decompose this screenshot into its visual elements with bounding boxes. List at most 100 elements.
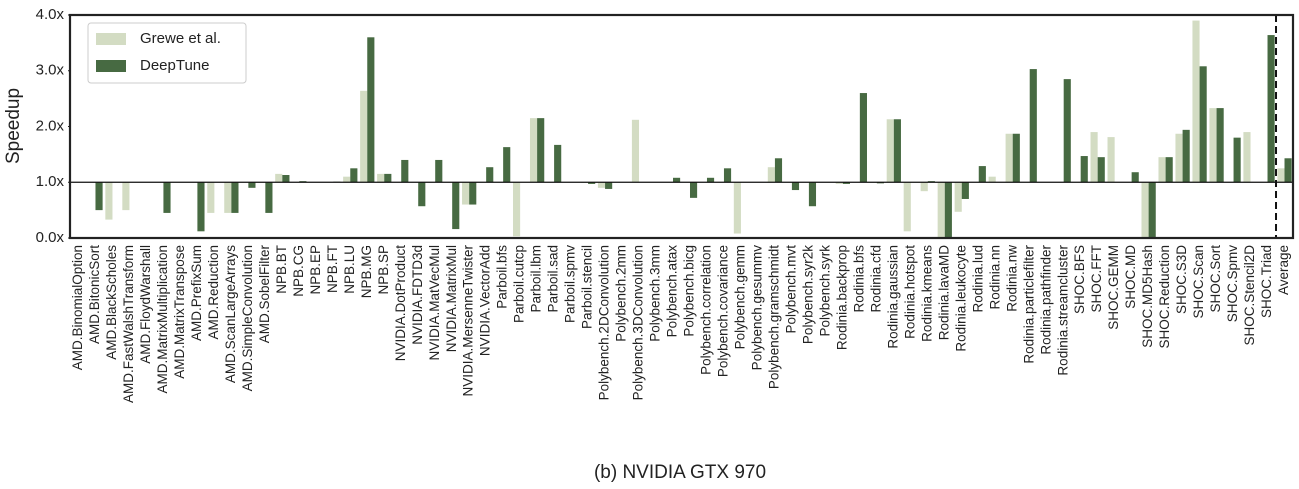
x-tick-label: Polybench.mvt [783, 245, 798, 334]
x-tick-label: SHOC.Sort [1208, 245, 1223, 313]
bar [1131, 172, 1139, 183]
x-tick-label: NVIDIA.MersenneTwister [461, 244, 476, 396]
bar [1107, 137, 1115, 183]
x-tick-label: AMD.BinomialOption [70, 245, 85, 370]
bar [1209, 108, 1217, 183]
bar [1192, 20, 1200, 183]
bar [529, 118, 538, 183]
x-tick-label: SHOC.MD5Hash [1140, 245, 1155, 348]
x-tick-label: AMD.Reduction [206, 245, 221, 340]
y-tick-label: 4.0x [36, 6, 65, 23]
x-tick-label: SHOC.GEMM [1106, 245, 1121, 330]
plot-frame [68, 13, 1295, 240]
legend-box [87, 22, 247, 84]
bar [978, 166, 986, 183]
bar [401, 159, 409, 183]
bar [1199, 66, 1207, 183]
x-tick-label: NPB.LU [342, 245, 357, 294]
bar [1090, 132, 1098, 183]
bar [903, 182, 911, 232]
x-tick-label: Polybench.2DConvolution [597, 245, 612, 400]
bar [486, 167, 494, 183]
bar [1284, 158, 1292, 183]
bar [435, 159, 443, 183]
bar [1148, 182, 1156, 238]
bar [1165, 157, 1173, 183]
bar [418, 182, 426, 207]
bar [163, 182, 171, 213]
x-tick-label: NPB.MG [359, 245, 374, 298]
x-tick-label: Rodinia.lud [970, 245, 985, 313]
bar [1158, 157, 1166, 183]
x-tick-label: AMD.ScanLargeArrays [223, 245, 238, 383]
bar [275, 173, 283, 183]
x-tick-label: NVIDIA.VectorAdd [478, 245, 493, 356]
x-tick-label: Polybench.syr2k [800, 245, 815, 344]
bar [1080, 156, 1088, 183]
bar [791, 182, 800, 191]
x-tick-label: Rodinia.kmeans [919, 245, 934, 342]
x-tick-label: NPB.EP [308, 245, 323, 295]
x-tick-label: Rodinia.bfs [851, 245, 866, 313]
x-tick-label: NPB.CG [291, 245, 306, 297]
bar [886, 119, 894, 183]
bar [673, 177, 681, 183]
bar [360, 90, 368, 183]
x-tick-label: Rodinia.pathfinder [1038, 244, 1053, 354]
bar [1243, 132, 1251, 183]
bar [988, 176, 996, 183]
x-tick-label: NPB.FT [325, 245, 340, 293]
bar [554, 144, 562, 183]
x-tick-label: Parboil.lbm [529, 245, 544, 313]
bar [537, 118, 545, 183]
x-tick-label: NVIDIA.DotProduct [393, 245, 408, 362]
x-tick-label: NVIDIA.MatrixMul [444, 245, 459, 352]
x-tick-label: Rodinia.particlefilter [1021, 245, 1036, 364]
bar [197, 182, 205, 232]
x-tick-label: AMD.SobelFilter [257, 244, 272, 343]
bar [631, 119, 640, 183]
bar [207, 182, 215, 213]
x-tick-label: SHOC.S3D [1174, 245, 1189, 314]
chart-title: (b) NVIDIA GTX 970 [594, 462, 766, 483]
legend-swatch [96, 33, 126, 45]
x-tick-label: Polybench.2mm [614, 245, 629, 342]
bar [588, 182, 596, 184]
y-tick-label: 1.0x [36, 173, 65, 190]
x-tick-label: Polybench.syrk [817, 245, 832, 337]
bar [282, 175, 290, 183]
x-tick-label: Polybench.correlation [699, 245, 714, 375]
bar [1267, 35, 1275, 183]
bar [503, 147, 511, 183]
bar [937, 182, 945, 238]
bar [808, 182, 817, 207]
x-tick-label: Polybench.3DConvolution [631, 245, 646, 400]
x-tick-label: NPB.SP [376, 245, 391, 295]
bar [689, 182, 698, 198]
bar [1097, 157, 1105, 183]
x-tick-label: SHOC.Spmv [1225, 245, 1240, 323]
x-tick-label: SHOC.Reduction [1157, 245, 1172, 349]
bar [469, 182, 477, 205]
legend-swatch [96, 60, 126, 72]
x-tick-label: NPB.BT [274, 245, 289, 294]
bar [723, 168, 732, 183]
x-tick-label: AMD.PrefixSum [189, 245, 204, 341]
bar [842, 182, 851, 184]
x-tick-label: AMD.FastWalshTransform [121, 245, 136, 403]
bar [859, 93, 867, 183]
x-tick-label: Parboil.bfs [495, 245, 510, 309]
x-tick-label: Polybench.gramschmidt [766, 245, 781, 389]
x-tick-label: Rodinia.lavaMD [936, 245, 951, 341]
legend: Grewe et al. DeepTune [87, 22, 247, 84]
bar [105, 182, 113, 220]
x-tick-label: SHOC.Triad [1259, 245, 1274, 318]
x-tick-label: Parboil.stencil [580, 245, 595, 329]
x-tick-label: SHOC.Stencil2D [1242, 245, 1257, 346]
x-tick-label: AMD.SimpleConvolution [240, 245, 255, 391]
bar [835, 182, 843, 184]
x-tick-label: Polybench.bicg [682, 245, 697, 337]
y-tick-label: 0.0x [36, 229, 65, 246]
x-tick-label: Polybench.gesummv [750, 245, 765, 371]
